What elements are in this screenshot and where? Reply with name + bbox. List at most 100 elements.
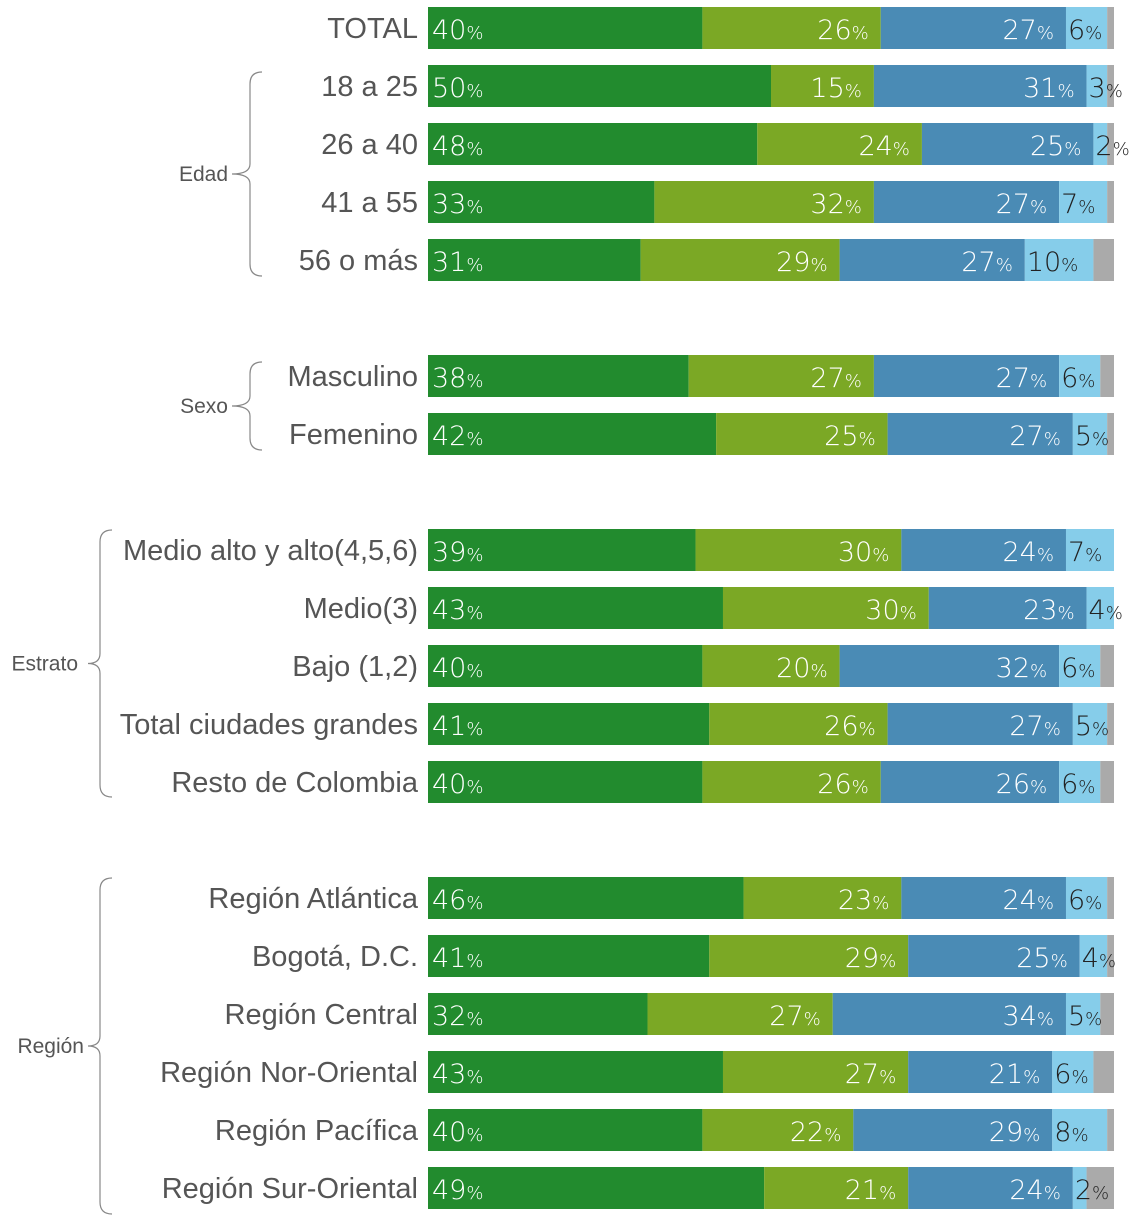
row-label: Región Nor-Oriental: [160, 1057, 418, 1089]
bar-row: Total ciudades grandes 41% 26% 27% 5%: [120, 703, 1114, 745]
value-label: 32%: [810, 189, 861, 220]
row-label: Región Central: [225, 999, 418, 1031]
bar-row: Región Nor-Oriental 43% 27% 21% 6%: [160, 1051, 1114, 1093]
bar-segment-lightblue: [1086, 65, 1108, 107]
row-label: Medio alto y alto(4,5,6): [123, 535, 418, 567]
bar-segment-blue: [901, 877, 1066, 919]
bar-segment-blue: [908, 1051, 1053, 1093]
value-label: 29%: [776, 247, 827, 278]
bar-row: Bogotá, D.C. 41% 29% 25% 4%: [252, 935, 1116, 977]
bar-segment-green: [428, 877, 744, 919]
bar-segment-lightblue: [1052, 1051, 1094, 1093]
value-label: 43%: [432, 595, 483, 626]
value-label: 27%: [1009, 421, 1060, 452]
bar-row: 18 a 25 50% 15% 31% 3%: [321, 65, 1123, 107]
bar-segment-green: [428, 993, 648, 1035]
row-label: Resto de Colombia: [171, 767, 418, 799]
bar-segment-lightblue: [1065, 877, 1108, 919]
bar-segment-blue: [832, 993, 1066, 1035]
value-label: 6%: [1068, 885, 1102, 916]
bar-segment-lightblue: [1059, 355, 1101, 397]
row-label: Femenino: [289, 419, 418, 451]
bar-segment-lightblue: [1065, 993, 1101, 1035]
value-label: 40%: [432, 769, 483, 800]
bar-segment-blue: [853, 1109, 1053, 1151]
value-label: 24%: [1009, 1175, 1060, 1206]
bar-segment-lime: [688, 355, 874, 397]
bar-segment-lime: [709, 935, 909, 977]
bar-segment-grey: [1100, 645, 1114, 687]
group-label: Estrato: [11, 653, 78, 676]
value-label: 7%: [1068, 537, 1102, 568]
value-label: 26%: [996, 769, 1047, 800]
bar-segment-lime: [702, 645, 840, 687]
bar-segment-lime: [757, 123, 922, 165]
value-label: 27%: [1003, 15, 1054, 46]
value-label: 27%: [810, 363, 861, 394]
value-label: 30%: [865, 595, 916, 626]
value-label: 40%: [432, 1117, 483, 1148]
value-label: 46%: [432, 885, 483, 916]
bar-segment-green: [428, 123, 758, 165]
value-label: 5%: [1075, 711, 1109, 742]
value-label: 24%: [1003, 885, 1054, 916]
value-label: 49%: [432, 1175, 483, 1206]
bar-segment-green: [428, 1167, 765, 1209]
value-label: 32%: [996, 653, 1047, 684]
value-label: 39%: [432, 537, 483, 568]
value-label: 6%: [1068, 15, 1102, 46]
value-label: 3%: [1089, 73, 1123, 104]
bar-segment-blue: [873, 355, 1060, 397]
bar-segment-blue: [880, 761, 1060, 803]
row-label: Región Atlántica: [208, 883, 418, 915]
value-label: 21%: [845, 1175, 896, 1206]
bar-row: Medio(3) 43% 30% 23% 4%: [304, 587, 1123, 629]
value-label: 42%: [432, 421, 483, 452]
bar-segment-lime: [743, 877, 902, 919]
bar-segment-lime: [647, 993, 833, 1035]
value-label: 38%: [432, 363, 483, 394]
value-label: 32%: [432, 1001, 483, 1032]
value-label: 26%: [824, 711, 875, 742]
value-label: 21%: [989, 1059, 1040, 1090]
bar-segment-lightblue: [1093, 123, 1108, 165]
value-label: 20%: [776, 653, 827, 684]
bar-segment-green: [428, 7, 703, 49]
value-label: 4%: [1082, 943, 1116, 974]
value-label: 29%: [845, 943, 896, 974]
value-label: 6%: [1054, 1059, 1088, 1090]
bar-segment-lightblue: [1072, 1167, 1087, 1209]
bar-segment-lime: [722, 587, 929, 629]
bar-segment-lightblue: [1079, 935, 1108, 977]
row-label: TOTAL: [327, 13, 418, 45]
bar-segment-lightblue: [1059, 181, 1108, 223]
row-label: Bogotá, D.C.: [252, 941, 418, 973]
bar-segment-grey: [1107, 703, 1114, 745]
bar-row: Bajo (1,2) 40% 20% 32% 6%: [292, 645, 1114, 687]
value-label: 24%: [858, 131, 909, 162]
group-brace: [87, 877, 113, 1215]
bar-segment-lightblue: [1086, 587, 1114, 629]
bar-segment-blue: [880, 7, 1066, 49]
bar-segment-grey: [1107, 935, 1114, 977]
bar-segment-green: [428, 65, 771, 107]
value-label: 25%: [1016, 943, 1067, 974]
row-label: Región Sur-Oriental: [162, 1173, 418, 1205]
value-label: 4%: [1089, 595, 1123, 626]
bar-segment-grey: [1107, 1109, 1114, 1151]
value-label: 43%: [432, 1059, 483, 1090]
value-label: 29%: [989, 1117, 1040, 1148]
value-label: 6%: [1061, 653, 1095, 684]
bar-segment-grey: [1107, 123, 1114, 165]
group-brace: [231, 361, 263, 451]
bar-segment-green: [428, 355, 689, 397]
bar-row: Medio alto y alto(4,5,6) 39% 30% 24% 7%: [123, 529, 1114, 571]
bar-segment-lightblue: [1072, 703, 1108, 745]
value-label: 22%: [790, 1117, 841, 1148]
value-label: 40%: [432, 653, 483, 684]
row-label: 41 a 55: [321, 187, 418, 219]
row-label: 26 a 40: [321, 129, 418, 161]
bar-segment-grey: [1093, 239, 1114, 281]
bar-row: Región Pacífica 40% 22% 29% 8%: [215, 1109, 1114, 1151]
value-label: 7%: [1061, 189, 1095, 220]
